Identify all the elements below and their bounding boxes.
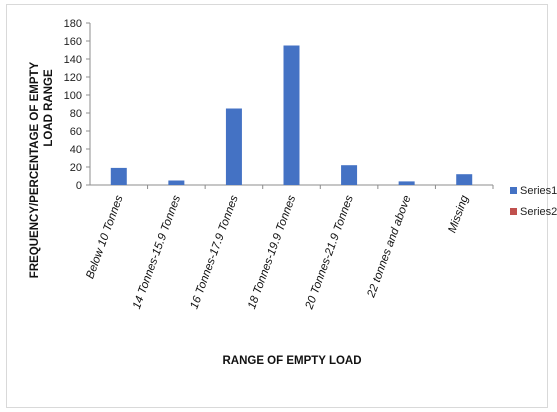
legend-swatch xyxy=(510,208,517,215)
bar-series1 xyxy=(341,165,358,185)
legend-label: Series2 xyxy=(520,206,557,218)
y-axis-label-line1: FREQUENCY/PERCENTAGE OF EMPTY xyxy=(29,61,41,278)
category-labels: Below 10 Tonnes 14 Tonnes-15.9 Tonnes 16 T… xyxy=(84,193,471,311)
y-tick-label: 160 xyxy=(64,36,82,48)
y-tick-label: 60 xyxy=(70,126,82,138)
y-tick-label: 80 xyxy=(70,108,82,120)
legend-swatch xyxy=(510,187,517,194)
y-tick-label: 120 xyxy=(64,72,82,84)
category-label: Below 10 Tonnes xyxy=(84,194,125,281)
category-label: 14 Tonnes-15.9 Tonnes xyxy=(131,194,183,311)
bar-series1 xyxy=(283,45,300,185)
category-label: 18 Tonnes-19.9 Tonnes xyxy=(246,194,298,311)
bars xyxy=(110,45,473,185)
bar-series1 xyxy=(110,167,127,185)
y-tick-label: 40 xyxy=(70,144,82,156)
y-tick-label: 100 xyxy=(64,90,82,102)
y-tick-label: 180 xyxy=(64,18,82,30)
y-axis-label-line2: LOAD RANGE xyxy=(43,69,55,147)
bar-series1 xyxy=(168,180,185,185)
category-label: 22 tonnes and above xyxy=(365,194,413,300)
bar-series1 xyxy=(225,108,242,185)
bar-series1 xyxy=(398,181,415,185)
y-tick-labels: 0 20 40 60 80 100 120 140 160 180 xyxy=(64,18,90,192)
category-label: Missing xyxy=(446,193,471,234)
y-tick-label: 20 xyxy=(70,162,82,174)
category-label: 20 Tonnes-21.9 Tonnes xyxy=(303,194,356,312)
x-axis-label: RANGE OF EMPTY LOAD xyxy=(222,355,361,367)
chart-frame xyxy=(6,4,548,408)
legend: Series1 Series2 xyxy=(510,185,557,218)
y-tick-label: 140 xyxy=(64,54,82,66)
y-tick-label: 0 xyxy=(76,180,82,192)
category-label: 16 Tonnes-17.9 Tonnes xyxy=(188,194,240,311)
legend-label: Series1 xyxy=(520,185,557,197)
bar-series1 xyxy=(456,174,473,185)
